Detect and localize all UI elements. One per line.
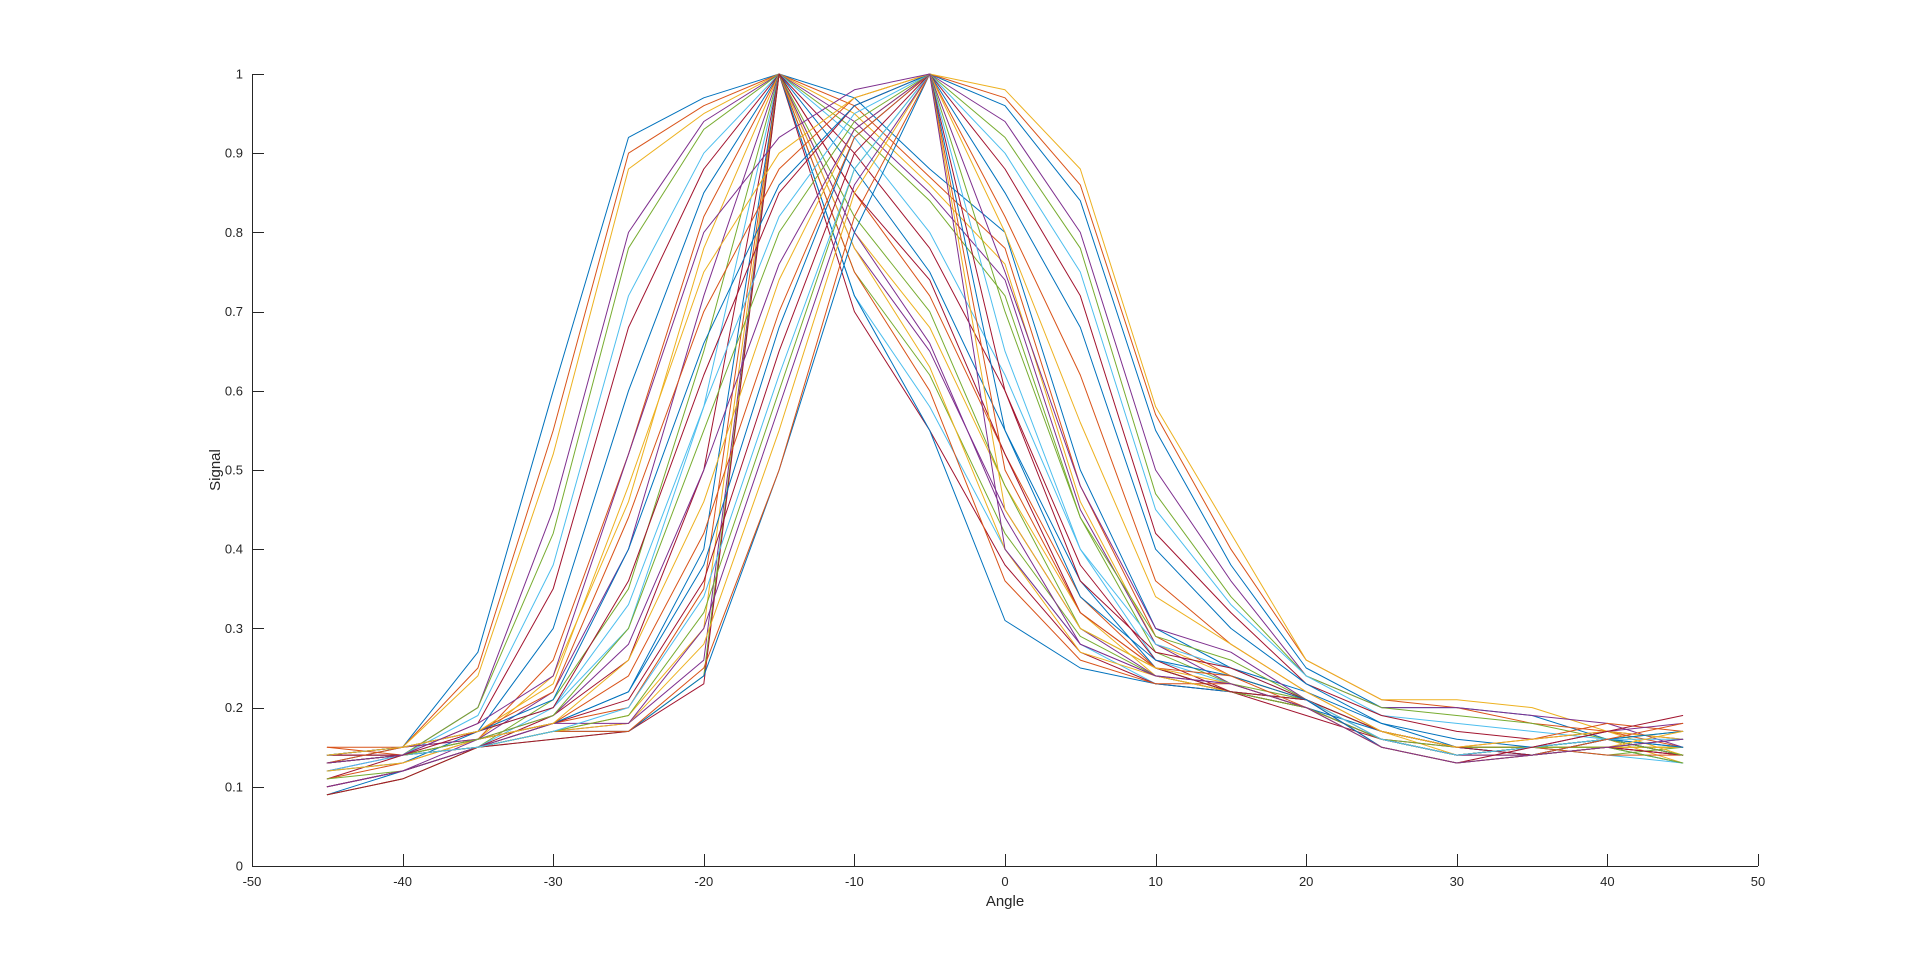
series-line-29 [326,73,1684,756]
series-line-23 [326,73,1684,756]
y-axis-title: Signal [207,449,224,491]
x-axis-ticks: -50 -40 -30 -20 -10 0 10 20 30 40 50 [243,854,1765,889]
series-line-8 [326,73,1684,772]
series-line-20 [326,73,1684,796]
series-line-10 [326,73,1684,772]
y-tick-label: 0.7 [225,304,243,319]
series-line-21 [326,73,1684,756]
x-tick-label: -30 [544,874,563,889]
x-tick-label: 50 [1751,874,1765,889]
series-line-7 [326,73,1684,780]
series-line-9 [326,73,1684,780]
series-line-2 [326,73,1684,756]
x-tick-label: 40 [1600,874,1614,889]
x-tick-label: -20 [694,874,713,889]
series-line-15 [326,73,1684,796]
series-line-22 [326,73,1684,756]
y-tick-label: 0.9 [225,146,243,161]
series-line-33 [326,73,1684,756]
series-line-31 [326,73,1684,756]
x-tick-label: 0 [1001,874,1008,889]
series-line-6 [326,73,1684,772]
series-line-24 [326,73,1684,756]
series-line-19 [326,73,1684,796]
y-tick-label: 0.8 [225,225,243,240]
y-tick-label: 0.5 [225,463,243,478]
y-tick-label: 0.6 [225,383,243,398]
x-tick-label: -10 [845,874,864,889]
series-line-4 [326,73,1684,772]
y-tick-label: 1 [236,67,243,82]
y-tick-label: 0 [236,859,243,874]
y-tick-label: 0.1 [225,779,243,794]
y-axis-ticks: 0 0.1 0.2 0.3 0.4 0.5 0.6 0.7 0.8 0.9 1 [225,67,264,874]
y-tick-label: 0.3 [225,621,243,636]
x-tick-label: 30 [1450,874,1464,889]
x-axis-title: Angle [986,893,1024,910]
series-line-17 [326,73,1684,796]
x-tick-label: -50 [243,874,262,889]
x-tick-label: 20 [1299,874,1313,889]
series-line-38 [326,73,1684,764]
series-line-27 [326,73,1684,756]
series-line-12 [326,73,1684,780]
x-tick-label: 10 [1148,874,1162,889]
y-tick-label: 0.4 [225,542,243,557]
x-tick-label: -40 [393,874,412,889]
series-line-30 [326,73,1684,764]
series-line-26 [326,73,1684,764]
series-lines [326,73,1684,796]
y-tick-label: 0.2 [225,700,243,715]
